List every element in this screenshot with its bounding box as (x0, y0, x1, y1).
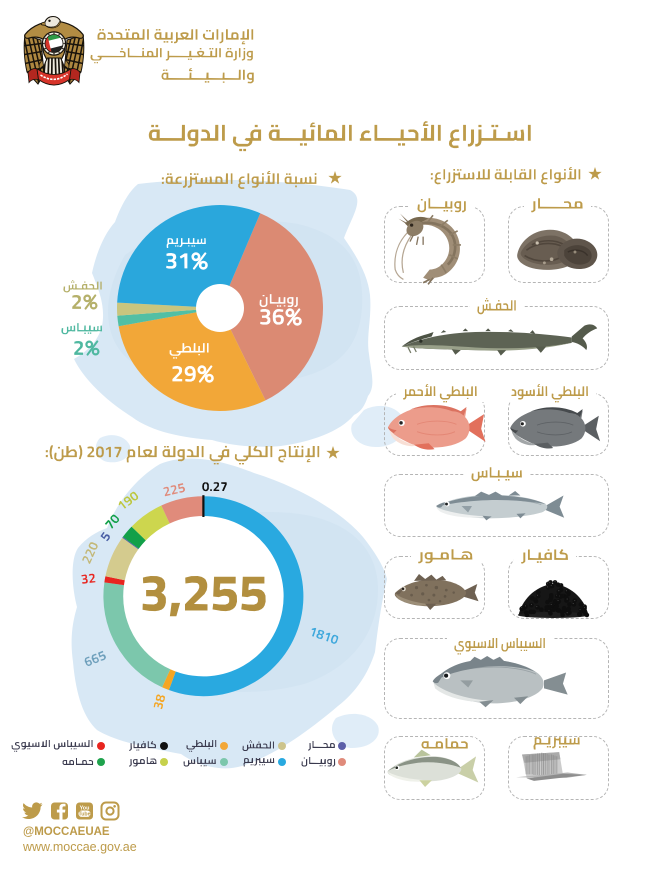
svg-text:Tube: Tube (78, 812, 90, 818)
svg-text:You: You (80, 805, 90, 811)
